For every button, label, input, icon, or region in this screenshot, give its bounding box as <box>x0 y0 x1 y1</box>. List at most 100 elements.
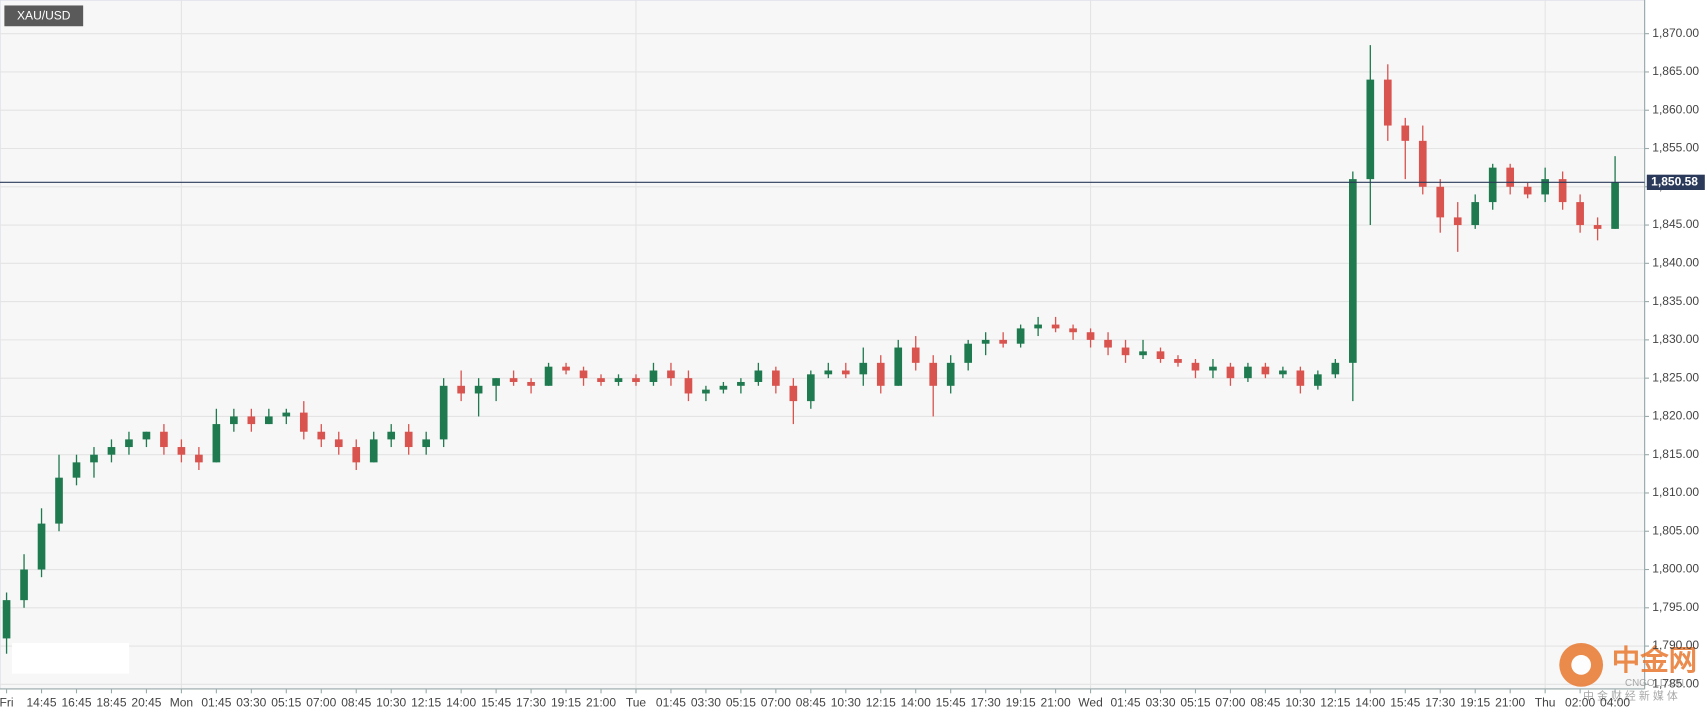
x-tick-label: 18:45 <box>96 695 126 709</box>
x-tick-label: 16:45 <box>61 695 91 709</box>
y-tick-label: 1,800.00 <box>1652 562 1699 576</box>
x-tick-label: 02:00 <box>1565 695 1595 709</box>
x-tick-label: 19:15 <box>551 695 581 709</box>
x-tick-label: Thu <box>1535 695 1556 709</box>
candle-body <box>614 378 623 382</box>
candle-body <box>125 439 133 448</box>
candle-body <box>439 385 448 440</box>
candle-body <box>1016 328 1025 344</box>
candle-body <box>911 347 920 363</box>
watermark-logo-inner <box>1571 655 1592 675</box>
y-tick-label: 1,810.00 <box>1652 485 1699 499</box>
candle-body <box>964 343 973 363</box>
y-tick-label: 1,795.00 <box>1652 600 1699 614</box>
candle-body <box>929 362 938 386</box>
y-tick-label: 1,845.00 <box>1652 217 1699 231</box>
candle-body <box>1314 374 1322 386</box>
candle-body <box>841 370 850 375</box>
candle-body <box>177 447 186 455</box>
candle-body <box>1383 79 1392 126</box>
candle-body <box>474 385 483 394</box>
chart-title: XAU/USD <box>17 9 71 23</box>
x-tick-label: 08:45 <box>796 695 826 709</box>
candle-body <box>946 362 955 386</box>
candle-body <box>1331 362 1340 375</box>
x-tick-label: Tue <box>626 695 647 709</box>
last-price-badge <box>1646 174 1705 190</box>
candle-body <box>754 370 763 382</box>
x-tick-label: 10:30 <box>1285 695 1315 709</box>
candle-body <box>1453 217 1462 226</box>
candle-body <box>1418 140 1427 187</box>
candle-body <box>299 412 308 432</box>
x-tick-label: 10:30 <box>376 695 406 709</box>
blank-box <box>12 643 130 674</box>
y-tick-label: 1,860.00 <box>1652 102 1699 116</box>
candle-body <box>1279 370 1287 375</box>
candle-body <box>387 431 396 440</box>
candle-body <box>1209 366 1217 371</box>
candle-body <box>649 370 658 382</box>
candle-body <box>1051 324 1060 329</box>
candle-body <box>2 600 11 639</box>
candle-body <box>806 374 815 402</box>
x-tick-label: 03:30 <box>691 695 721 709</box>
x-tick-label: 07:00 <box>306 695 336 709</box>
x-tick-label: 21:00 <box>1495 695 1525 709</box>
x-tick-label: 12:15 <box>411 695 441 709</box>
candle-body <box>1261 366 1270 375</box>
candle-body <box>1174 359 1182 363</box>
candles <box>2 45 1619 654</box>
candle-body <box>1069 328 1077 333</box>
candle-body <box>1086 332 1095 340</box>
candle-body <box>20 569 28 601</box>
x-tick-label: 01:45 <box>201 695 231 709</box>
y-tick-label: 1,815.00 <box>1652 447 1699 461</box>
y-tick-label: 1,790.00 <box>1652 638 1699 652</box>
candle-body <box>719 385 728 390</box>
x-tick-label: 05:15 <box>1180 695 1210 709</box>
x-tick-label: 12:15 <box>1320 695 1350 709</box>
y-tick-label: 1,835.00 <box>1652 294 1699 308</box>
candle-body <box>789 385 798 402</box>
x-tick-label: 14:00 <box>901 695 931 709</box>
x-tick-label: Mon <box>170 695 193 709</box>
candle-body <box>334 439 343 448</box>
candle-body <box>527 381 535 386</box>
candle-body <box>492 378 500 386</box>
candle-body <box>772 370 780 386</box>
plot-area <box>0 0 1646 690</box>
x-tick-label: 08:45 <box>341 695 371 709</box>
y-tick-label: 1,855.00 <box>1652 141 1699 155</box>
x-tick-label: 14:45 <box>26 695 56 709</box>
y-tick-label: 1,825.00 <box>1652 370 1699 384</box>
x-tick-label: 17:30 <box>971 695 1001 709</box>
y-tick-label: 1,785.00 <box>1652 677 1699 691</box>
candle-body <box>1366 79 1375 180</box>
x-tick-label: 04:00 <box>1600 695 1630 709</box>
x-tick-label: 14:00 <box>446 695 476 709</box>
candle-body <box>544 366 553 386</box>
y-tick-label: 1,830.00 <box>1652 332 1699 346</box>
candle-body <box>1156 351 1165 360</box>
candle-body <box>1226 366 1235 379</box>
candle-body <box>195 454 203 463</box>
x-tick-label: 15:45 <box>481 695 511 709</box>
candle-body <box>369 439 378 463</box>
y-tick-label: 1,840.00 <box>1652 256 1699 270</box>
candle-body <box>1034 324 1042 329</box>
x-tick-label: 08:45 <box>1250 695 1280 709</box>
candle-body <box>737 381 745 386</box>
x-tick-label: 20:45 <box>131 695 161 709</box>
x-tick-label: 01:45 <box>1110 695 1140 709</box>
candle-body <box>1593 225 1602 229</box>
watermark-site: CNGOLD.CN <box>1625 678 1684 689</box>
candle-body <box>422 439 431 448</box>
candle-body <box>457 385 465 394</box>
candle-body <box>1191 362 1200 371</box>
y-tick-label: 1,865.00 <box>1652 64 1699 78</box>
candle-body <box>824 370 833 375</box>
candle-body <box>1436 186 1445 218</box>
x-tick-label: 14:00 <box>1355 695 1385 709</box>
